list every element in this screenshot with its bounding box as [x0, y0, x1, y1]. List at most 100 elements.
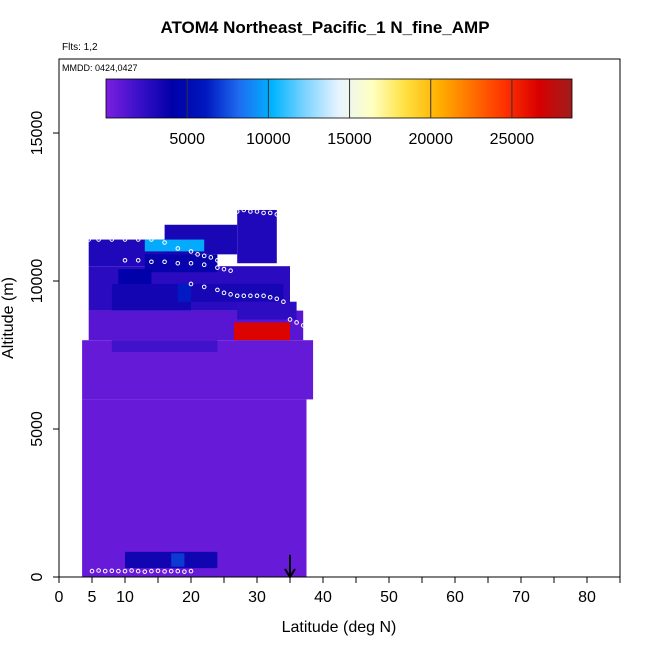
plot-border — [58, 58, 621, 578]
heatmap-cell — [118, 269, 152, 284]
flight-point — [96, 568, 101, 573]
heatmap-cell — [191, 283, 284, 302]
flight-point — [149, 237, 154, 242]
flight-point — [188, 260, 194, 266]
x-tick-label: 40 — [314, 589, 332, 606]
flight-point — [300, 323, 306, 328]
flight-point — [155, 568, 161, 574]
flights-label: Flts: 1,2 — [62, 42, 98, 53]
x-tick-label: 30 — [248, 589, 266, 606]
flight-point — [195, 252, 200, 257]
flight-point — [135, 237, 141, 242]
heatmap-cell — [233, 322, 290, 341]
flight-point — [267, 294, 273, 300]
flight-point — [162, 259, 167, 265]
flight-point — [96, 237, 101, 242]
heatmap-cell — [144, 239, 205, 252]
colorbar-tick-label: 25000 — [490, 131, 535, 148]
flight-point — [149, 568, 154, 574]
x-tick-label: 10 — [116, 589, 134, 606]
chart-title: ATOM4 Northeast_Pacific_1 N_fine_AMP — [160, 18, 490, 37]
flight-point — [248, 209, 253, 214]
heatmap-cell — [171, 553, 185, 567]
flight-point — [228, 292, 233, 297]
flight-point — [129, 568, 134, 573]
flight-point — [122, 257, 128, 263]
x-tick-label: 80 — [578, 589, 596, 606]
y-axis: 0 5000 10000 15000 — [29, 111, 59, 581]
colorbar: 5000 10000 15000 20000 25000 — [105, 78, 573, 148]
flight-point — [281, 299, 286, 305]
colorbar-tick-label: 20000 — [408, 131, 453, 148]
y-tick-label: 10000 — [29, 259, 46, 304]
flight-point — [248, 293, 253, 299]
x-tick-label: 5 — [88, 589, 97, 606]
flight-point — [109, 237, 115, 242]
x-axis: 0 5 10 20 30 40 50 60 70 80 — [55, 577, 621, 606]
flight-point — [234, 209, 240, 214]
heatmap-cells — [82, 209, 314, 577]
colorbar-tick-label: 10000 — [246, 131, 291, 148]
flight-point — [201, 253, 207, 259]
flight-point — [221, 266, 227, 272]
flight-point — [122, 237, 128, 242]
flight-point — [116, 568, 121, 574]
flight-point — [162, 569, 167, 574]
flight-point — [201, 284, 207, 290]
flight-point — [287, 317, 293, 322]
flight-point — [188, 249, 194, 254]
heatmap-cell — [111, 340, 218, 353]
x-tick-label: 20 — [182, 589, 200, 606]
flight-point — [221, 259, 227, 265]
heatmap-cell — [237, 301, 297, 320]
flight-point — [142, 569, 148, 574]
flight-point — [221, 290, 227, 296]
flight-point — [122, 568, 128, 574]
x-tick-label: 0 — [55, 589, 64, 606]
flight-point — [188, 281, 194, 287]
flight-point — [294, 320, 299, 325]
flight-point — [241, 293, 247, 299]
y-tick-label: 5000 — [29, 411, 46, 447]
flight-point — [234, 293, 240, 299]
colorbar-tick-label: 5000 — [169, 131, 205, 148]
flight-point — [261, 210, 266, 216]
flight-point — [254, 293, 260, 299]
flight-point — [261, 293, 266, 299]
flight-point — [215, 257, 220, 263]
colorbar-fill — [105, 78, 573, 119]
y-tick-label: 0 — [29, 572, 46, 581]
flight-point — [201, 262, 207, 268]
heatmap-cell — [82, 399, 307, 577]
x-tick-label: 60 — [446, 589, 464, 606]
flight-point — [149, 259, 154, 265]
flight-point — [215, 265, 220, 270]
flight-point — [215, 287, 220, 293]
flight-point — [274, 212, 280, 217]
flight-track-points — [86, 207, 306, 574]
flight-point — [89, 568, 95, 574]
mmdd-label: MMDD: 0424,0427 — [62, 63, 138, 73]
flight-point — [267, 210, 273, 216]
heatmap-cell — [237, 209, 277, 264]
x-tick-label: 50 — [380, 589, 398, 606]
flight-point — [241, 207, 247, 213]
flight-point — [175, 260, 181, 266]
flight-point — [168, 568, 174, 574]
flight-point — [274, 296, 280, 302]
flight-point — [102, 568, 108, 574]
flight-point — [162, 240, 167, 245]
y-tick-label: 15000 — [29, 111, 46, 156]
flight-point — [228, 268, 233, 273]
colorbar-tick-label: 15000 — [327, 131, 372, 148]
y-axis-label: Altitude (m) — [0, 277, 17, 359]
flight-point — [109, 568, 115, 574]
flight-point — [135, 568, 141, 574]
flight-point — [188, 568, 194, 574]
x-tick-label: 70 — [512, 589, 530, 606]
heatmap-cell — [144, 254, 218, 273]
flight-point — [175, 246, 181, 251]
flight-point — [135, 257, 141, 263]
flight-point — [208, 255, 214, 260]
